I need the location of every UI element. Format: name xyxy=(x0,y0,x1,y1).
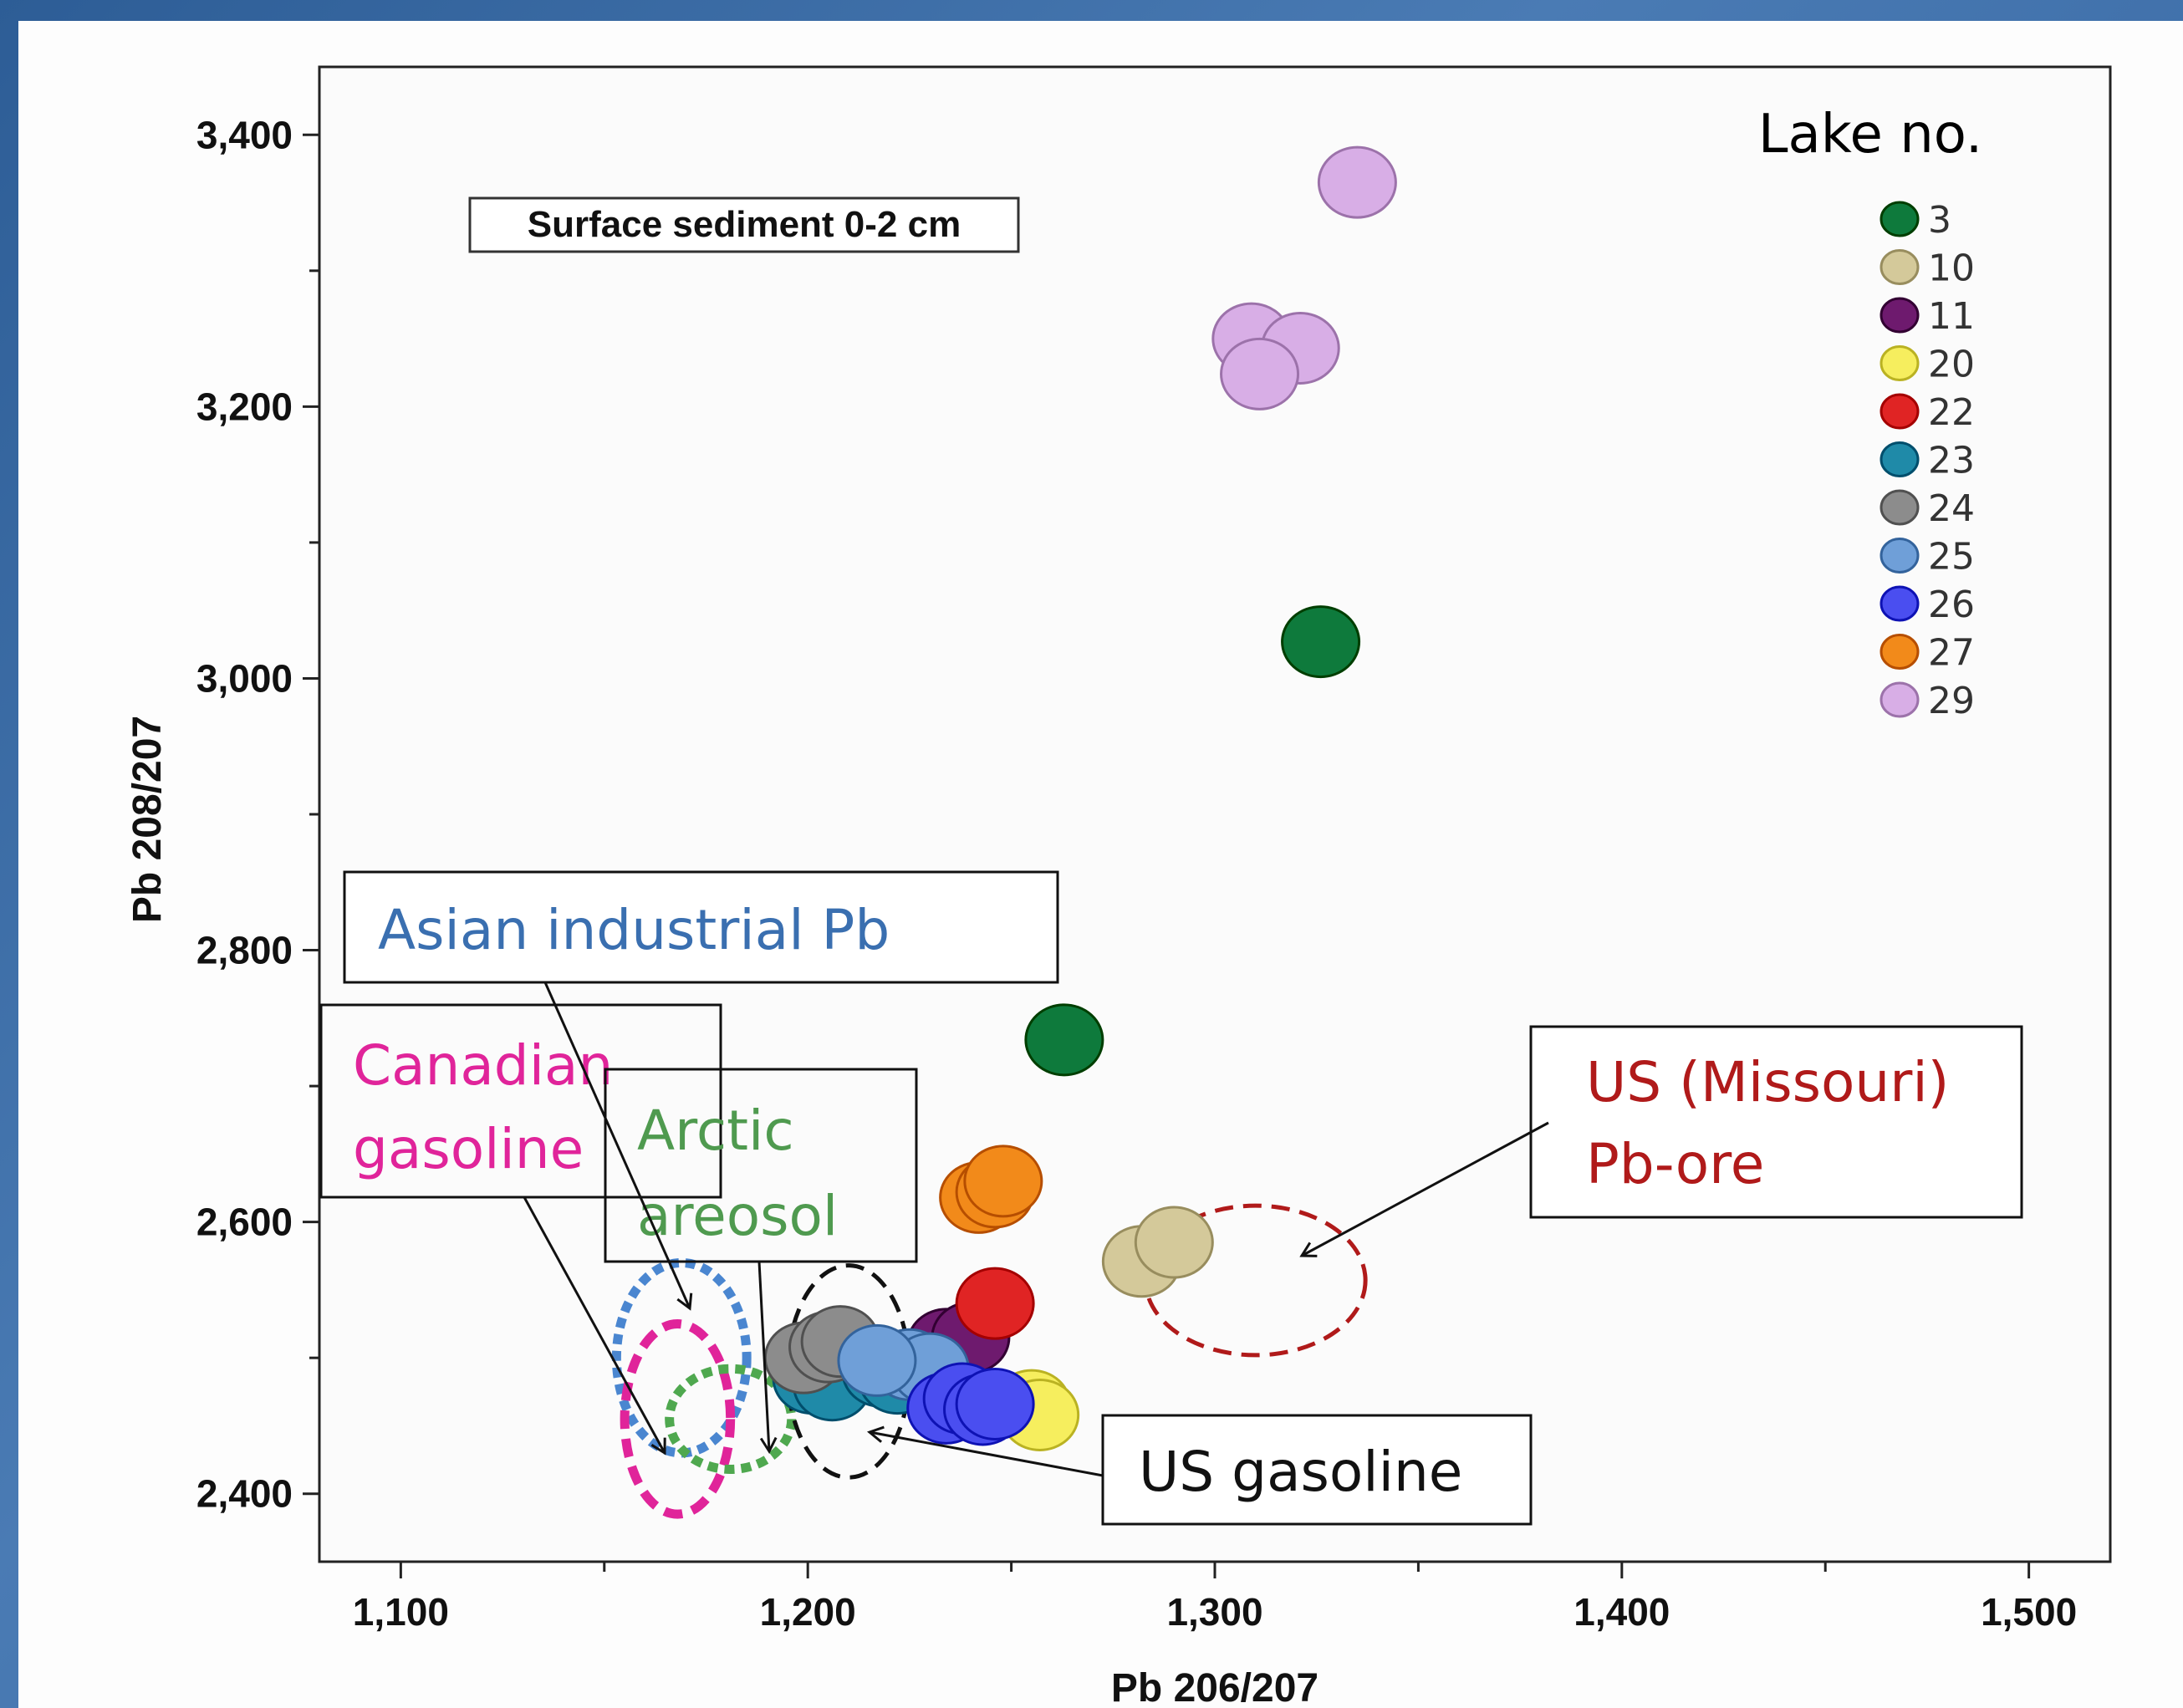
data-point-lake-3 xyxy=(1024,1003,1104,1077)
y-tick-label: 3,000 xyxy=(196,656,293,700)
data-point-lake-29 xyxy=(1317,145,1397,219)
y-tick-label: 3,400 xyxy=(196,113,293,156)
annotation-arctic: Arctic areosol xyxy=(604,1068,918,1263)
legend-label: 25 xyxy=(1928,536,1975,579)
y-tick-label: 2,400 xyxy=(196,1472,293,1516)
legend-marker xyxy=(1880,489,1920,526)
data-point-lake-25 xyxy=(837,1323,917,1397)
annotation-text-canadian-2: gasoline xyxy=(353,1117,584,1181)
annotation-box-arctic xyxy=(604,1068,918,1263)
annotation-box-missouri xyxy=(1529,1025,2023,1219)
legend-label: 29 xyxy=(1928,680,1975,722)
x-tick-label: 1,300 xyxy=(1166,1590,1262,1634)
annotation-text-missouri-1: US (Missouri) xyxy=(1586,1050,1949,1114)
legend-label: 11 xyxy=(1928,295,1975,338)
annotation-box-us-gasoline xyxy=(1101,1414,1533,1526)
y-tick-label: 2,800 xyxy=(196,929,293,972)
legend-label: 10 xyxy=(1928,247,1975,290)
y-tick-label: 2,600 xyxy=(196,1201,293,1244)
axis-tick-labels: 1,100 1,200 1,300 1,400 1,500 2,400 2,600 2,800… xyxy=(196,113,2077,1634)
legend-label: 20 xyxy=(1928,344,1975,386)
legend: 3 10 11 20 22 23 24 25 26 27 29 xyxy=(1880,199,1975,722)
y-axis-label: Pb 208/207 xyxy=(125,716,170,923)
data-points xyxy=(763,145,1397,1451)
annotation-text-us-gasoline: US gasoline xyxy=(1139,1440,1462,1504)
arrow-asian xyxy=(543,981,693,1311)
chart-panel: 1,100 1,200 1,300 1,400 1,500 2,400 2,600 2,800… xyxy=(18,21,2183,1708)
annotation-canadian: Canadian gasoline xyxy=(319,1003,722,1199)
arrow-arctic xyxy=(757,1261,778,1455)
x-tick-label: 1,500 xyxy=(1981,1590,2077,1634)
x-tick-label: 1,100 xyxy=(353,1590,449,1634)
annotation-missouri: US (Missouri) Pb-ore xyxy=(1529,1025,2023,1219)
scatter-chart: 1,100 1,200 1,300 1,400 1,500 2,400 2,600 2,800… xyxy=(125,65,2112,1708)
data-point-lake-29 xyxy=(1220,337,1300,410)
legend-title: Lake no. xyxy=(1758,104,1982,166)
legend-marker xyxy=(1880,441,1920,477)
legend-label: 27 xyxy=(1928,632,1975,675)
legend-marker xyxy=(1880,634,1920,670)
data-point-lake-10 xyxy=(1134,1206,1214,1279)
legend-label: 3 xyxy=(1928,199,1951,242)
x-tick-label: 1,200 xyxy=(760,1590,856,1634)
legend-marker xyxy=(1880,538,1920,574)
legend-label: 24 xyxy=(1928,487,1975,530)
annotation-text-canadian-1: Canadian xyxy=(353,1033,613,1098)
arrow-us-gasoline xyxy=(866,1425,1104,1477)
legend-label: 26 xyxy=(1928,584,1975,626)
source-region-ellipse xyxy=(665,1364,797,1474)
annotation-text-arctic-1: Arctic xyxy=(637,1099,794,1163)
data-point-lake-26 xyxy=(955,1367,1035,1440)
legend-marker xyxy=(1880,297,1920,334)
legend-marker xyxy=(1880,345,1920,381)
data-point-lake-22 xyxy=(955,1267,1035,1340)
annotation-us-gasoline: US gasoline xyxy=(1101,1414,1533,1526)
annotation-text-asian: Asian industrial Pb xyxy=(378,898,890,962)
arrow-canadian xyxy=(523,1196,666,1456)
plot-frame xyxy=(318,65,2112,1563)
x-axis-label: Pb 206/207 xyxy=(1111,1666,1318,1708)
legend-label: 22 xyxy=(1928,391,1975,434)
annotation-text-missouri-2: Pb-ore xyxy=(1586,1132,1764,1196)
legend-label: 23 xyxy=(1928,440,1975,482)
x-tick-label: 1,400 xyxy=(1573,1590,1670,1634)
legend-marker xyxy=(1880,585,1920,622)
y-tick-label: 3,200 xyxy=(196,385,293,428)
legend-marker xyxy=(1880,393,1920,430)
annotation-box-canadian xyxy=(319,1003,722,1199)
annotation-text-arctic-2: areosol xyxy=(637,1184,838,1248)
axis-ticks xyxy=(303,133,2031,1578)
annotation-box-asian xyxy=(343,870,1059,984)
legend-marker xyxy=(1880,249,1920,285)
data-point-lake-27 xyxy=(963,1145,1043,1218)
annotation-asian: Asian industrial Pb xyxy=(343,870,1059,984)
title-box xyxy=(468,196,1020,253)
legend-marker xyxy=(1880,681,1920,718)
source-region-ellipse xyxy=(620,1319,736,1519)
annotation-arrows xyxy=(523,981,1549,1477)
legend-marker xyxy=(1880,201,1920,237)
data-point-lake-3 xyxy=(1281,605,1361,679)
chart-title: Surface sediment 0-2 cm xyxy=(528,204,961,245)
arrow-missouri xyxy=(1299,1121,1549,1257)
